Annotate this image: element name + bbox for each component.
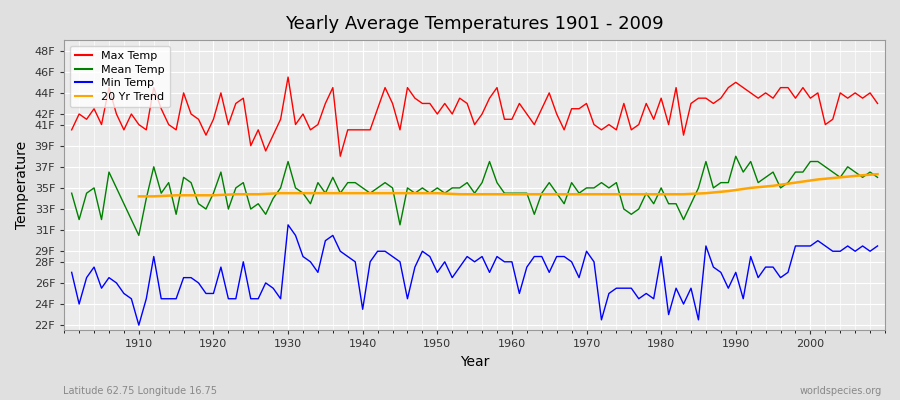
Text: worldspecies.org: worldspecies.org [800,386,882,396]
Legend: Max Temp, Mean Temp, Min Temp, 20 Yr Trend: Max Temp, Mean Temp, Min Temp, 20 Yr Tre… [70,46,170,107]
Title: Yearly Average Temperatures 1901 - 2009: Yearly Average Temperatures 1901 - 2009 [285,15,664,33]
Y-axis label: Temperature: Temperature [15,141,29,229]
Text: Latitude 62.75 Longitude 16.75: Latitude 62.75 Longitude 16.75 [63,386,217,396]
X-axis label: Year: Year [460,355,490,369]
